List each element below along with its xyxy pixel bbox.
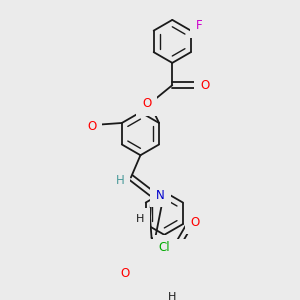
Text: O: O [87, 120, 96, 133]
Text: N: N [156, 188, 165, 202]
Text: F: F [196, 20, 202, 32]
Text: O: O [200, 79, 209, 92]
Text: H: H [136, 214, 145, 224]
Text: H: H [168, 292, 176, 300]
Text: O: O [142, 97, 152, 110]
Text: O: O [191, 216, 200, 229]
Text: O: O [121, 266, 130, 280]
Text: Cl: Cl [158, 241, 170, 254]
Text: H: H [116, 174, 124, 187]
